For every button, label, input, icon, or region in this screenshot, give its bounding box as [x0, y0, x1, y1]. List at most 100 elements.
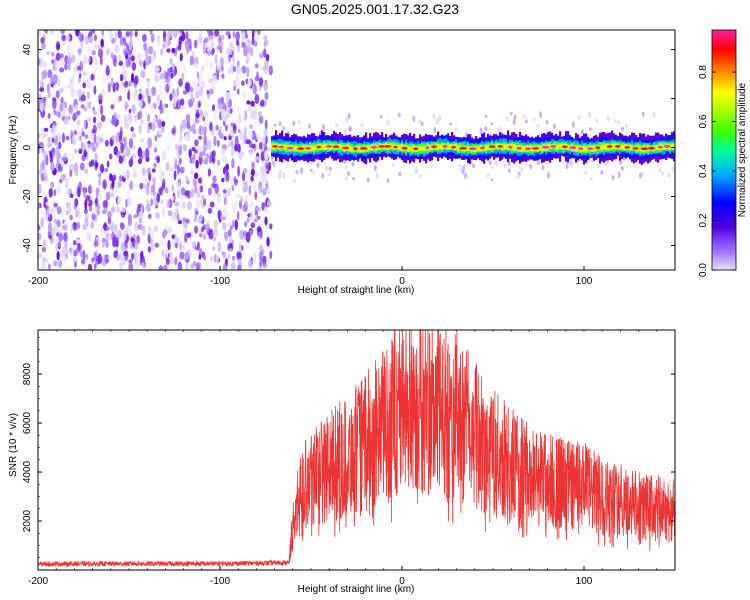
spectrogram-noise-blob	[84, 213, 90, 221]
spectrogram-halo-blob	[282, 172, 286, 179]
spectrogram-noise-blob	[145, 203, 151, 212]
spectrogram-noise-blob	[152, 177, 156, 183]
spectrogram-noise-blob	[239, 131, 245, 140]
spectrogram-noise-blob	[73, 66, 77, 74]
spectrogram-noise-blob	[87, 144, 92, 149]
spectrogram-noise-blob	[203, 255, 207, 261]
spectrogram-noise-blob	[110, 191, 115, 198]
spectrogram-noise-blob	[53, 202, 58, 208]
spectrogram-halo-blob	[348, 125, 352, 133]
spectrogram-noise-blob	[182, 167, 185, 172]
spectrogram-noise-blob	[53, 260, 58, 267]
spectrogram-noise-blob	[120, 222, 125, 230]
spectrogram-halo-blob	[375, 172, 379, 180]
spectrogram-noise-blob	[212, 246, 216, 251]
spectrogram-noise-blob	[195, 91, 200, 99]
spectrogram-noise-blob	[72, 256, 78, 263]
spectrogram-noise-blob	[203, 198, 207, 207]
spectrogram-halo-blob	[617, 120, 620, 125]
spectrogram-peak-cell	[497, 145, 503, 148]
spectrogram-noise-blob	[266, 187, 271, 195]
spectrogram-noise-blob	[262, 255, 267, 264]
spectrogram-noise-blob	[185, 218, 190, 224]
spectrogram-noise-blob	[237, 104, 240, 114]
spectrogram-noise-blob	[217, 192, 221, 199]
chart-title: GN05.2025.001.17.32.G23	[291, 1, 459, 17]
spectrogram-noise-blob	[147, 137, 153, 149]
spectrogram-noise-blob	[63, 117, 69, 125]
spectrogram-halo-blob	[309, 168, 313, 173]
spectrogram-noise-blob	[133, 95, 138, 100]
spectrogram-band-cell	[503, 143, 506, 150]
spectrogram-noise-blob	[269, 250, 273, 260]
spectrogram-noise-blob	[207, 207, 213, 214]
spectrogram-noise-blob	[209, 155, 213, 164]
spectrogram-noise-blob	[237, 165, 240, 177]
spectrogram-noise-blob	[110, 52, 114, 59]
spectrogram-band-cell	[629, 144, 632, 150]
spectrogram-noise-blob	[87, 134, 92, 141]
spectrogram-band-cell	[663, 145, 666, 150]
spectrogram-halo-blob	[270, 156, 274, 161]
spectrogram-noise-blob	[56, 183, 62, 194]
spectrogram-noise-blob	[189, 55, 194, 66]
spectrogram-band-cell	[323, 143, 326, 151]
spectrogram-noise-blob	[182, 90, 188, 95]
spectrogram-noise-blob	[125, 57, 129, 68]
spectrogram-noise-blob	[181, 201, 186, 209]
spectrogram-noise-blob	[123, 50, 128, 56]
spectrogram-halo-blob	[373, 165, 377, 172]
spectrogram-noise-blob	[225, 170, 230, 182]
spectrogram-noise-blob	[141, 262, 145, 269]
spectrogram-noise-blob	[53, 189, 57, 197]
spectrogram-noise-blob	[227, 187, 231, 197]
spectrogram-halo-blob	[611, 174, 615, 181]
spectrogram-noise-blob	[52, 230, 56, 239]
spectrogram-noise-blob	[176, 164, 180, 175]
spectrogram-halo-blob	[300, 167, 303, 175]
spectrogram-noise-blob	[79, 135, 82, 141]
spectrogram-noise-blob	[53, 239, 58, 244]
spectrogram-noise-blob	[223, 55, 229, 65]
spectrogram-noise-blob	[87, 101, 92, 109]
spectrogram-noise-blob	[236, 88, 240, 95]
spectrogram-noise-blob	[107, 216, 112, 225]
spectrogram-noise-blob	[161, 206, 166, 218]
spectrogram-noise-blob	[132, 106, 136, 114]
spectrogram-noise-blob	[46, 207, 51, 218]
spectrogram-noise-blob	[252, 83, 257, 95]
spectrogram-peak-cell	[532, 147, 540, 150]
spectrogram-noise-blob	[263, 48, 267, 58]
spectrogram-noise-blob	[248, 185, 252, 196]
spectrogram-noise-blob	[101, 89, 106, 96]
spectrogram-noise-blob	[90, 73, 94, 81]
spectrogram-band-cell	[531, 146, 534, 152]
spectrogram-noise-blob	[247, 172, 252, 181]
spectrogram-halo-blob	[539, 111, 543, 118]
spectrogram-band-cell	[593, 145, 596, 152]
spectrogram-noise-blob	[67, 62, 71, 71]
spectrogram-noise-blob	[165, 257, 170, 266]
spectrogram-noise-blob	[79, 250, 84, 258]
spectrogram-halo-blob	[352, 177, 356, 181]
spectrogram-noise-blob	[258, 185, 263, 194]
spectrogram-noise-blob	[209, 201, 215, 208]
spectrogram-noise-blob	[234, 135, 239, 146]
spectrogram-band-cell	[357, 145, 360, 153]
spectrogram-noise-blob	[120, 142, 124, 154]
spectrogram-halo-blob	[279, 170, 283, 174]
spectrogram-noise-blob	[125, 30, 131, 38]
spectrogram-noise-blob	[240, 183, 244, 188]
spectrogram-noise-blob	[243, 184, 248, 193]
spectrogram-noise-blob	[246, 100, 251, 105]
spectrogram-halo-blob	[624, 124, 628, 129]
spectrogram-noise-blob	[138, 211, 144, 221]
spectrogram-noise-blob	[225, 163, 229, 171]
spectrogram-halo-blob	[279, 174, 282, 179]
spectrogram-noise-blob	[126, 190, 131, 198]
snr-y-label: SNR (10 * v/v)	[8, 413, 19, 477]
y-tick-label: 40	[22, 44, 33, 56]
spectrogram-halo-blob	[433, 126, 437, 133]
spectrogram-noise-blob	[97, 121, 103, 130]
spectrogram-noise-blob	[223, 197, 227, 206]
